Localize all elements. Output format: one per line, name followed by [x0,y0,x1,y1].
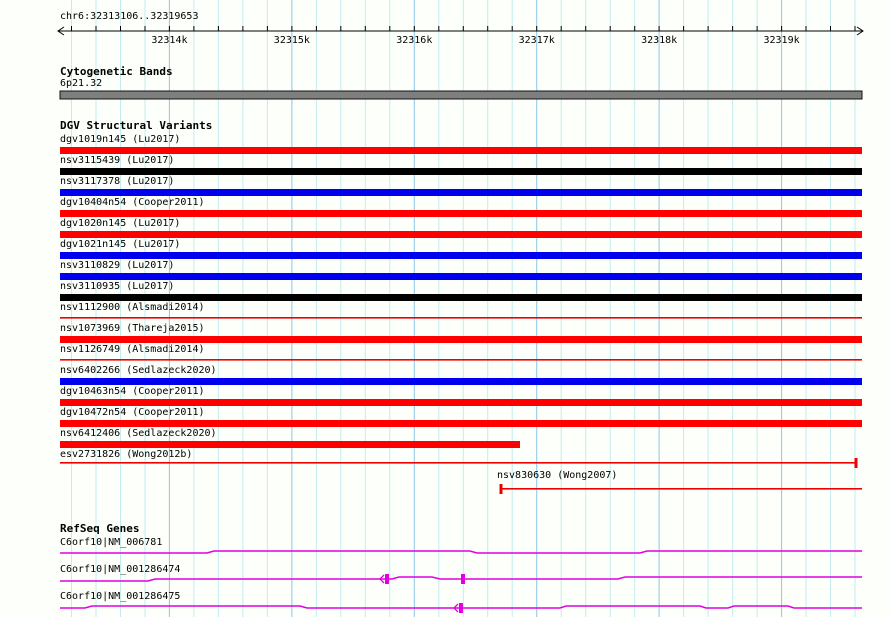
gene-label: C6orf10|NM_006781 [60,537,163,548]
gene-line[interactable] [60,605,862,609]
axis-tick-label: 32314k [151,35,188,46]
axis-tick-label: 32316k [396,35,433,46]
cytoband-label: 6p21.32 [60,78,103,89]
variant-label: nsv6412406 (Sedlazeck2020) [60,428,217,439]
ruler-right-arrow-icon [856,26,864,36]
exon-block[interactable] [461,574,465,584]
variant-line[interactable] [60,359,862,361]
variant-label: dgv10404n54 (Cooper2011) [60,197,205,208]
exon-block[interactable] [385,574,389,584]
variant-label: nsv3110829 (Lu2017) [60,260,175,271]
variant-bar[interactable] [60,210,862,217]
strand-arrow-icon [453,603,459,613]
variant-bar[interactable] [60,273,862,280]
variant-label: nsv3117378 (Lu2017) [60,176,175,187]
gene-label: C6orf10|NM_001286474 [60,564,181,575]
variant-end-tick [854,458,858,468]
variant-bar[interactable] [60,189,862,196]
variant-label: nsv1112900 (Alsmadi2014) [60,302,205,313]
cytobands-track-header: Cytogenetic Bands [60,65,173,78]
strand-arrow-icon [379,574,385,584]
variant-bar[interactable] [60,147,862,154]
region-title: chr6:32313106..32319653 [60,11,199,22]
axis-tick-label: 32318k [641,35,678,46]
variant-bar[interactable] [60,231,862,238]
variant-bar[interactable] [60,378,862,385]
variant-label: nsv830630 (Wong2007) [497,470,618,481]
variant-line[interactable] [501,488,862,490]
variant-bar[interactable] [60,168,862,175]
variant-label: dgv10472n54 (Cooper2011) [60,407,205,418]
variant-label: dgv10463n54 (Cooper2011) [60,386,205,397]
gene-line[interactable] [60,576,862,582]
variant-label: nsv1073969 (Thareja2015) [60,323,205,334]
variant-bar[interactable] [60,294,862,301]
variant-label: dgv1019n145 (Lu2017) [60,134,181,145]
variant-label: esv2731826 (Wong2012b) [60,449,193,460]
axis-tick-label: 32319k [763,35,800,46]
variant-bar[interactable] [60,252,862,259]
refseq-track-header: RefSeq Genes [60,522,140,535]
variant-label: nsv6402266 (Sedlazeck2020) [60,365,217,376]
gene-label: C6orf10|NM_001286475 [60,591,181,602]
variant-line[interactable] [60,317,862,319]
dgv-track-header: DGV Structural Variants [60,119,213,132]
variant-label: nsv3110935 (Lu2017) [60,281,175,292]
axis-tick-label: 32317k [518,35,555,46]
gene-line[interactable] [60,550,862,554]
exon-block[interactable] [459,603,463,613]
variant-bar[interactable] [60,336,862,343]
variant-label: dgv1021n145 (Lu2017) [60,239,181,250]
variant-bar[interactable] [60,441,520,448]
variant-label: nsv1126749 (Alsmadi2014) [60,344,205,355]
variant-bar[interactable] [60,399,862,406]
ruler-left-arrow-icon [57,26,65,36]
variant-end-tick [499,484,503,494]
variant-bar[interactable] [60,420,862,427]
cytoband-bar[interactable] [59,90,863,100]
variant-line[interactable] [60,462,856,464]
variant-label: dgv1020n145 (Lu2017) [60,218,181,229]
axis-tick-label: 32315k [273,35,310,46]
variant-label: nsv3115439 (Lu2017) [60,155,175,166]
